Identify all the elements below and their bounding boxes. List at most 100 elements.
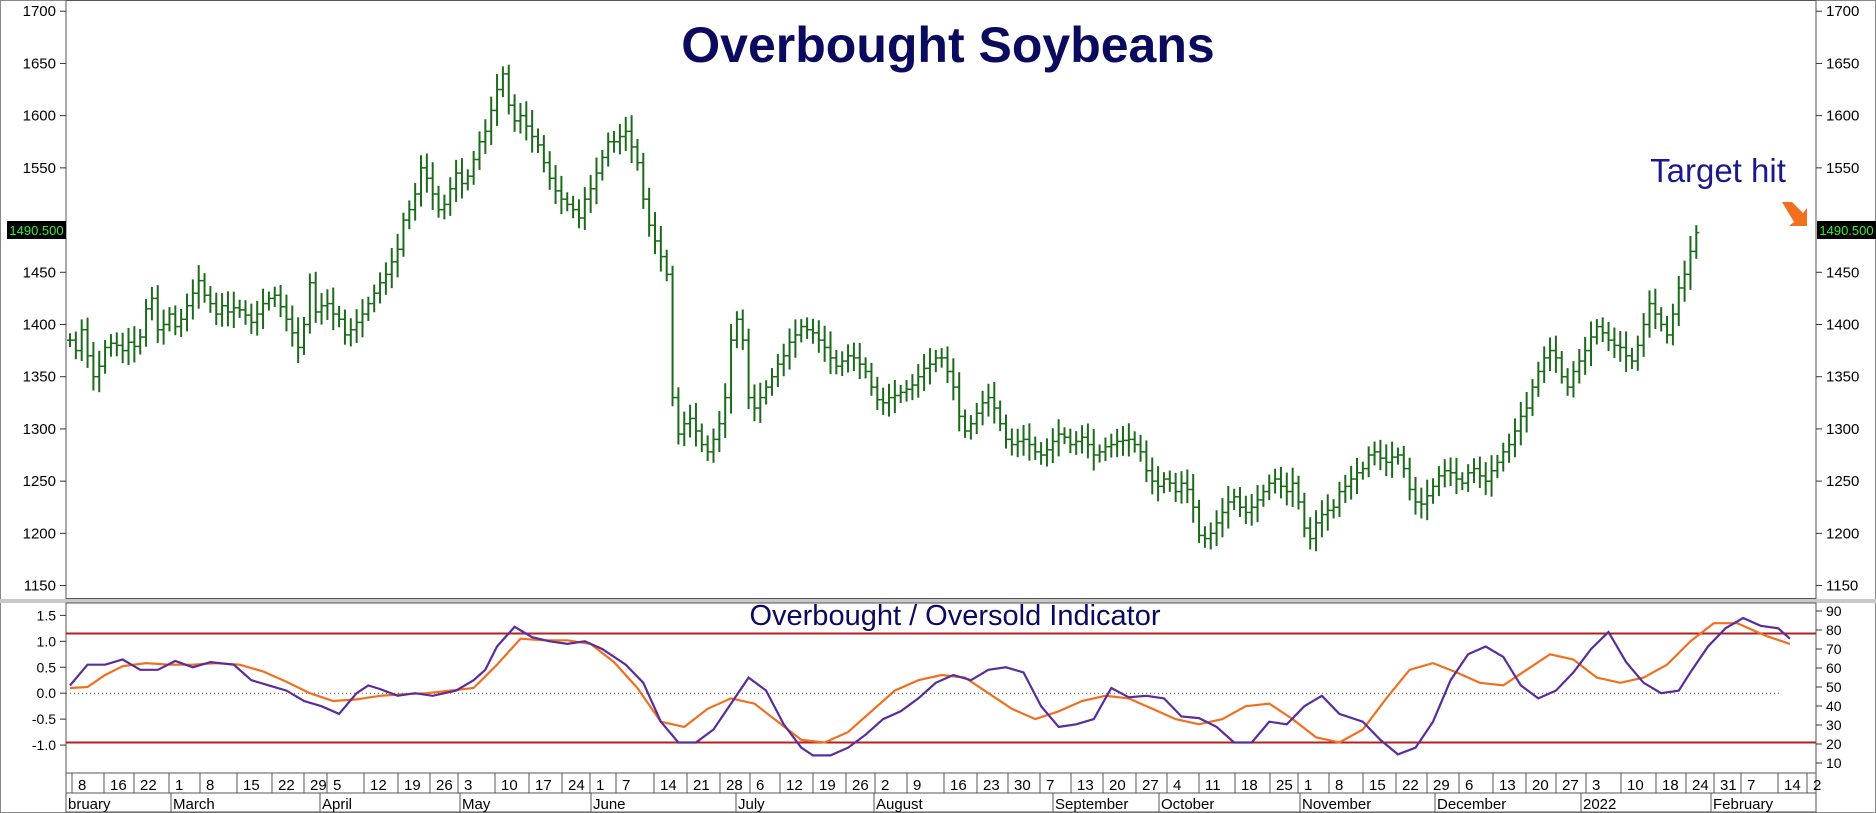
ohlc-bar xyxy=(464,169,471,191)
ohlc-bar xyxy=(447,177,454,216)
date-day-label: 19 xyxy=(404,777,421,794)
ohlc-bar xyxy=(1517,402,1524,446)
ohlc-bar xyxy=(1108,433,1115,458)
ohlc-bar xyxy=(1605,321,1612,352)
ohlc-bar xyxy=(330,287,337,331)
price-tick-label-left: 1200 xyxy=(23,525,56,542)
ohlc-bar xyxy=(599,149,606,181)
ohlc-bar xyxy=(774,353,781,388)
ohlc-bar xyxy=(1336,481,1343,518)
ohlc-bar xyxy=(423,153,430,193)
ohlc-bar xyxy=(265,291,272,311)
ohlc-bar xyxy=(1354,457,1360,494)
ohlc-bar xyxy=(1588,321,1594,367)
ohlc-bar xyxy=(1535,361,1542,397)
ohlc-bar xyxy=(1178,471,1185,504)
ohlc-bar xyxy=(312,271,319,323)
ohlc-bar xyxy=(1120,426,1126,456)
ohlc-bar xyxy=(640,152,647,209)
ohlc-bar xyxy=(839,351,846,377)
ohlc-bar xyxy=(1324,494,1331,531)
ohlc-bar xyxy=(657,226,664,272)
ohlc-bar xyxy=(1383,444,1390,477)
ohlc-bar xyxy=(1365,446,1372,478)
ohlc-bar xyxy=(1067,428,1074,454)
date-day-label: 24 xyxy=(568,777,585,794)
ohlc-bar xyxy=(1248,494,1255,526)
date-day-label: 23 xyxy=(983,777,1000,794)
date-day-label: 25 xyxy=(1276,777,1293,794)
date-day-label: 24 xyxy=(1692,777,1709,794)
ohlc-bar xyxy=(535,128,541,153)
date-day-label: 7 xyxy=(1747,777,1755,794)
date-day-label: 3 xyxy=(1592,777,1600,794)
ohlc-bar xyxy=(143,299,150,347)
date-day-label: 8 xyxy=(1335,777,1343,794)
ohlc-bar xyxy=(1693,225,1700,259)
ohlc-bar xyxy=(956,372,963,432)
ohlc-bar xyxy=(1313,510,1320,552)
ohlc-bar xyxy=(593,157,600,205)
date-day-label: 15 xyxy=(1369,777,1386,794)
ohlc-bar xyxy=(669,265,676,407)
ohlc-bar xyxy=(441,194,448,220)
ohlc-bar xyxy=(131,326,138,363)
chart-title: Overbought Soybeans xyxy=(681,17,1214,73)
ohlc-bar xyxy=(1634,335,1641,371)
ohlc-bar xyxy=(1155,466,1162,502)
ohlc-bar xyxy=(809,318,816,344)
ohlc-bar xyxy=(1576,348,1583,384)
price-tick-label-left: 1350 xyxy=(23,369,56,386)
ohlc-bar xyxy=(967,415,974,440)
ohlc-bar xyxy=(845,344,852,373)
date-day-label: 12 xyxy=(370,777,387,794)
ohlc-bar xyxy=(886,383,892,417)
ohlc-bar xyxy=(1389,441,1396,478)
ohlc-bar xyxy=(1084,423,1091,459)
ohlc-bar xyxy=(1026,423,1033,461)
indicator-tick-label-right: 40 xyxy=(1826,698,1842,714)
ohlc-bar xyxy=(1032,436,1039,460)
price-tick-label-right: 1200 xyxy=(1826,525,1859,542)
ohlc-bar xyxy=(1400,445,1407,478)
ohlc-bar xyxy=(1073,431,1080,455)
ohlc-bar xyxy=(1664,315,1671,344)
ohlc-bar xyxy=(1406,457,1413,501)
ohlc-bar xyxy=(435,185,442,218)
ohlc-bar xyxy=(1547,337,1554,372)
ohlc-bar xyxy=(1166,470,1173,492)
ohlc-bar xyxy=(529,110,536,153)
ohlc-bar xyxy=(1628,347,1635,370)
ohlc-bar xyxy=(921,353,928,392)
ohlc-bar xyxy=(646,187,653,237)
ohlc-bar xyxy=(236,299,243,318)
ohlc-bar xyxy=(1330,499,1337,519)
ohlc-bar xyxy=(365,296,372,321)
ohlc-bar xyxy=(558,175,565,215)
ohlc-bar xyxy=(295,317,302,363)
ohlc-bar xyxy=(663,249,670,282)
ohlc-bar xyxy=(1418,487,1425,519)
ohlc-bar xyxy=(394,233,401,278)
date-month-label: October xyxy=(1161,796,1214,813)
ohlc-bar xyxy=(67,333,73,348)
ohlc-bar xyxy=(1342,474,1349,504)
ohlc-bar xyxy=(195,265,202,309)
ohlc-bar xyxy=(1359,461,1366,480)
date-day-label: 16 xyxy=(950,777,967,794)
ohlc-bar xyxy=(336,306,343,328)
ohlc-bar xyxy=(125,327,132,365)
date-day-label: 13 xyxy=(1499,777,1516,794)
last-price-box-right: 1490.500 xyxy=(1817,220,1876,239)
ohlc-bar xyxy=(698,423,705,453)
ohlc-bar xyxy=(757,382,764,423)
ohlc-bar xyxy=(1611,327,1618,359)
ohlc-bar xyxy=(575,199,582,229)
ohlc-bar xyxy=(102,340,109,374)
indicator-title: Overbought / Oversold Indicator xyxy=(749,600,1160,632)
indicator-tick-label-right: 50 xyxy=(1826,679,1842,695)
ohlc-bar xyxy=(1523,391,1530,433)
date-day-label: 2 xyxy=(881,777,889,794)
ohlc-bar xyxy=(874,376,881,411)
